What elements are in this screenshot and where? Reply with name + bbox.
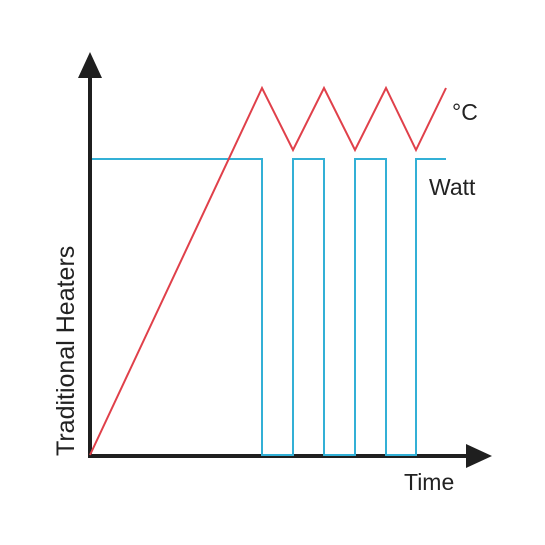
temperature-series-label: °C: [452, 99, 478, 125]
y-axis-label: Traditional Heaters: [52, 246, 80, 456]
watt-series-label: Watt: [429, 174, 476, 200]
x-axis-label: Time: [404, 469, 454, 495]
y-axis-arrow-icon: [78, 52, 102, 78]
watt-line: [92, 158, 446, 456]
temperature-line: [89, 85, 447, 456]
x-axis-arrow-icon: [466, 444, 492, 468]
